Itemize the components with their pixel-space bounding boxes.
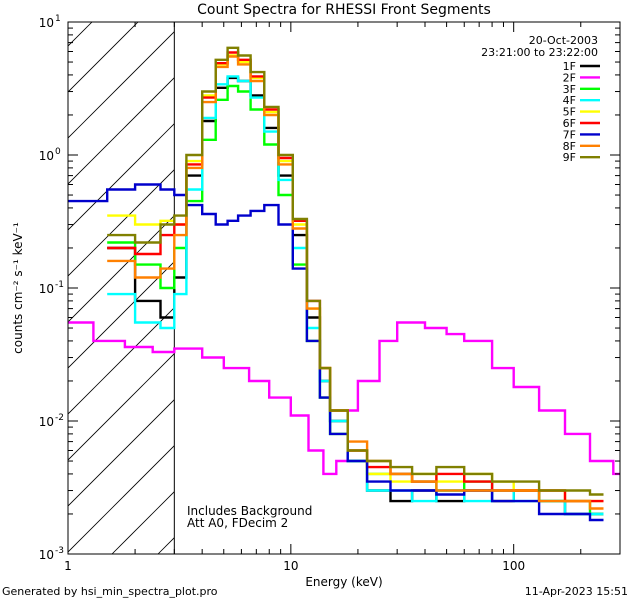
x-axis-label: Energy (keV) <box>305 575 382 589</box>
hatch-line <box>111 491 175 554</box>
x-tick-label: 100 <box>502 559 525 573</box>
y-tick-label: 10 1 <box>39 14 61 30</box>
x-tick-labels: 1 10 100 <box>64 559 525 573</box>
hatch-line <box>68 31 175 139</box>
plot-frame <box>67 21 621 555</box>
hatch-line <box>68 22 139 93</box>
y-tick-exponent: -2 <box>55 413 64 423</box>
y-tick-exponent: -1 <box>55 280 64 290</box>
axis-ticks <box>67 22 621 555</box>
y-tick-exponent: 1 <box>55 14 61 24</box>
y-tick-base: 10 <box>39 16 54 30</box>
excluded-energy-region <box>68 0 640 554</box>
legend-label-2F: 2F <box>563 71 576 84</box>
hatch-line <box>68 215 175 323</box>
x-tick-label: 1 <box>64 559 72 573</box>
hatch-line <box>68 261 175 369</box>
y-tick-exponent: 0 <box>55 147 61 157</box>
legend-label-9F: 9F <box>563 151 576 164</box>
legend-label-8F: 8F <box>563 140 576 153</box>
legend-label-3F: 3F <box>563 83 576 96</box>
annotation-attenuator: Att A0, FDecim 2 <box>187 516 288 530</box>
series-8F <box>107 55 604 510</box>
y-tick-label: 10 0 <box>39 147 61 163</box>
series-1F <box>107 76 604 516</box>
hatch-line <box>68 399 175 507</box>
legend-label-6F: 6F <box>563 117 576 130</box>
y-tick-label: 10 -2 <box>39 413 64 429</box>
annotation-background: Includes Background <box>187 504 312 518</box>
y-tick-base: 10 <box>39 282 54 296</box>
y-tick-label: 10 -3 <box>39 546 64 562</box>
y-tick-label: 10 -1 <box>39 280 64 296</box>
footer-timestamp: 11-Apr-2023 15:51 <box>525 585 628 598</box>
y-tick-base: 10 <box>39 149 54 163</box>
legend-label-1F: 1F <box>563 60 576 73</box>
y-tick-base: 10 <box>39 415 54 429</box>
legend-label-7F: 7F <box>563 128 576 141</box>
footer-generator: Generated by hsi_min_spectra_plot.pro <box>2 585 218 598</box>
hatch-line <box>68 169 175 277</box>
time-range-label: 23:21:00 to 23:22:00 <box>481 46 598 59</box>
series-lines <box>68 46 620 522</box>
series-4F <box>107 75 604 516</box>
chart-title: Count Spectra for RHESSI Front Segments <box>197 2 491 18</box>
hatch-line <box>68 445 175 553</box>
series-9F <box>107 46 604 496</box>
legend-label-5F: 5F <box>563 106 576 119</box>
date-label: 20-Oct-2003 <box>529 34 598 47</box>
hatch-line <box>68 123 175 231</box>
y-tick-exponent: -3 <box>55 546 64 556</box>
x-tick-label: 10 <box>283 559 298 573</box>
legend-label-4F: 4F <box>563 94 576 107</box>
hatch-line <box>250 0 640 554</box>
y-tick-base: 10 <box>39 548 54 562</box>
y-axis-label: counts cm⁻² s⁻¹ keV⁻¹ <box>11 222 25 354</box>
hatch-line <box>68 353 175 461</box>
